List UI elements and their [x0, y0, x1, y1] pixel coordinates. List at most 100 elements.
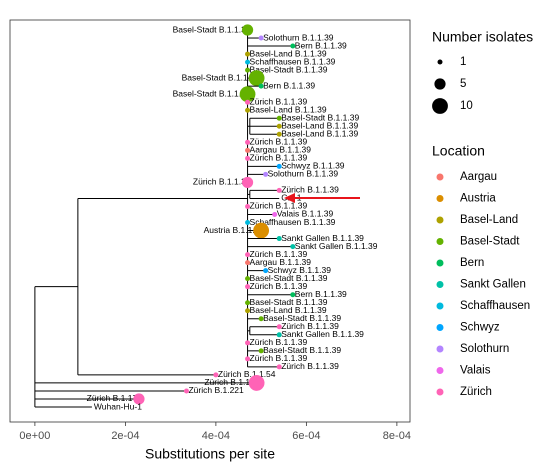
tip-label: Bern B.1.1.39 [295, 40, 347, 50]
tip-point [253, 222, 270, 239]
tip-label: Schwyz B.1.1.39 [281, 161, 345, 171]
tip-label: Schaffhausen B.1.1.39 [250, 56, 336, 66]
tip-label: Sankt Gallen B.1.1.39 [281, 233, 364, 243]
tip-label: Basel-Stadt B.1.1.39 [263, 313, 341, 323]
legend-swatch [436, 302, 444, 310]
tip-label: Basel-Stadt B.1.1.39 [250, 297, 328, 307]
tip-point [276, 115, 282, 121]
legend-size [432, 98, 448, 114]
tip-point [263, 171, 269, 177]
tip-point [241, 176, 254, 188]
legend-swatch [436, 367, 444, 374]
tip-label: Aargau B.1.1.39 [250, 257, 312, 267]
tip-point [245, 276, 251, 282]
tip-label: Zürich B.1.1.39 [250, 281, 308, 291]
tip-label: Basel-Land B.1.1.39 [250, 305, 327, 315]
legend-title: Number isolates [432, 29, 533, 45]
legend-label: Basel-Land [460, 214, 518, 226]
tip-point [276, 332, 282, 338]
tip-point [245, 51, 251, 57]
legend-label: 5 [460, 78, 466, 90]
tip-label: Schaffhausen B.1.1.39 [250, 217, 336, 227]
tip-point [258, 348, 264, 354]
tip-label: Bern B.1.1.39 [295, 289, 347, 299]
tip-label: Basel-Land B.1.1.39 [281, 121, 358, 131]
tip-point [245, 308, 251, 314]
tip-point [276, 187, 282, 193]
legend-title: Location [432, 143, 485, 159]
tip-label: Zürich B.1.1.39 [250, 337, 308, 347]
tip-point [245, 356, 251, 362]
tip-label: Aargau B.1.1.39 [250, 145, 312, 155]
legend-swatch [436, 388, 444, 396]
tip-label: Basel-Stadt B.1.1.39 [173, 24, 251, 34]
tip-point [245, 340, 251, 346]
legend-size [437, 59, 443, 65]
tip-point [276, 123, 282, 129]
tip-point [276, 236, 282, 242]
tip-label: Zürich B.1.1.39 [250, 96, 308, 106]
tip-label: Basel-Stadt B.1.1.39 [173, 88, 251, 98]
tip-label: Solothurn B.1.1.39 [263, 32, 334, 42]
x-tick-label: 4e-04 [202, 430, 230, 442]
tip-point [248, 375, 265, 391]
tip-label: Zürich B.1.1.39 [250, 249, 308, 259]
tip-point [276, 131, 282, 137]
tip-label: Wuhan-Hu-1 [94, 401, 142, 411]
tip-label: Solothurn B.1.1.39 [268, 169, 339, 179]
tip-point [245, 300, 251, 306]
x-tick-label: 0e+00 [19, 430, 50, 442]
tip-label: Zürich B.1.1.39 [281, 361, 339, 371]
tip-point [276, 324, 282, 330]
tip-point [245, 67, 251, 73]
tip-point [183, 388, 189, 394]
tip-point [290, 292, 296, 298]
arrow-head [284, 193, 295, 203]
tip-label: Zürich B.1.160 [204, 377, 260, 387]
tip-label: Zürich B.1.1.39 [193, 177, 251, 187]
tip-point [290, 244, 296, 250]
x-tick-label: 2e-04 [111, 430, 139, 442]
legend-label: Solothurn [460, 343, 509, 355]
tip-point [245, 147, 251, 153]
tip-label: Zürich B.1.177 [87, 393, 143, 403]
tip-label: Zürich B.1.1.54 [218, 369, 276, 379]
tip-point [245, 203, 251, 209]
x-tick-label: 8e-04 [383, 430, 411, 442]
tip-point [213, 372, 219, 378]
tip-point [272, 211, 278, 217]
tip-label: Basel-Stadt B.1.1.39 [281, 112, 359, 122]
tip-label: Basel-Land B.1.1.39 [250, 104, 327, 114]
tip-label: Zürich B.1.1.39 [250, 137, 308, 147]
legend-swatch [436, 324, 444, 331]
tip-label: Zürich B.1.1.39 [250, 153, 308, 163]
tip-point [239, 86, 256, 103]
legend-swatch [436, 195, 444, 202]
tip-point [245, 155, 251, 161]
legend-label: Bern [460, 257, 484, 269]
tip-point [258, 35, 264, 41]
legend-swatch [436, 281, 444, 288]
tip-point [290, 43, 296, 49]
tip-label: Zürich B.1.1.39 [281, 185, 339, 195]
tip-label: Zürich B.1.1.39 [250, 353, 308, 363]
tip-point [245, 59, 251, 65]
tip-label: Schwyz B.1.1.39 [268, 265, 332, 275]
tip-point [263, 268, 269, 274]
tip-point [258, 316, 264, 322]
tip-label: Zürich B.1.221 [188, 385, 244, 395]
tip-point [245, 260, 251, 266]
tip-label: Sankt Gallen B.1.1.39 [281, 329, 364, 339]
tip-point [245, 107, 251, 113]
tip-point [245, 252, 251, 258]
tip-point [241, 24, 254, 36]
legend-label: Aargau [460, 171, 497, 183]
legend-swatch [436, 216, 444, 224]
tip-point [245, 139, 251, 145]
tip-label: Sankt Gallen B.1.1.39 [295, 241, 378, 251]
tip-label: Basel-Stadt B.1.1.39 [250, 273, 328, 283]
tip-point [276, 163, 282, 169]
tip-label: Basel-Stadt B.1.1.39 [182, 72, 260, 82]
